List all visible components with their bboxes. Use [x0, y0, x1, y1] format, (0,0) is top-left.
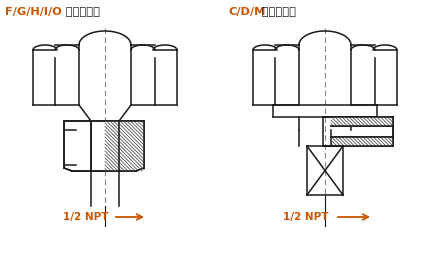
Text: C/D/M: C/D/M: [228, 7, 265, 17]
Text: F/G/H/I/O: F/G/H/I/O: [5, 7, 62, 17]
Text: 1/2 NPT: 1/2 NPT: [283, 212, 329, 222]
Text: 量程接口图: 量程接口图: [62, 7, 100, 17]
Text: 1/2 NPT: 1/2 NPT: [63, 212, 108, 222]
Bar: [331, 117, 393, 126]
Bar: [119, 121, 144, 171]
Bar: [331, 137, 393, 146]
Text: 量程接口图: 量程接口图: [258, 7, 296, 17]
Bar: [105, 121, 119, 171]
